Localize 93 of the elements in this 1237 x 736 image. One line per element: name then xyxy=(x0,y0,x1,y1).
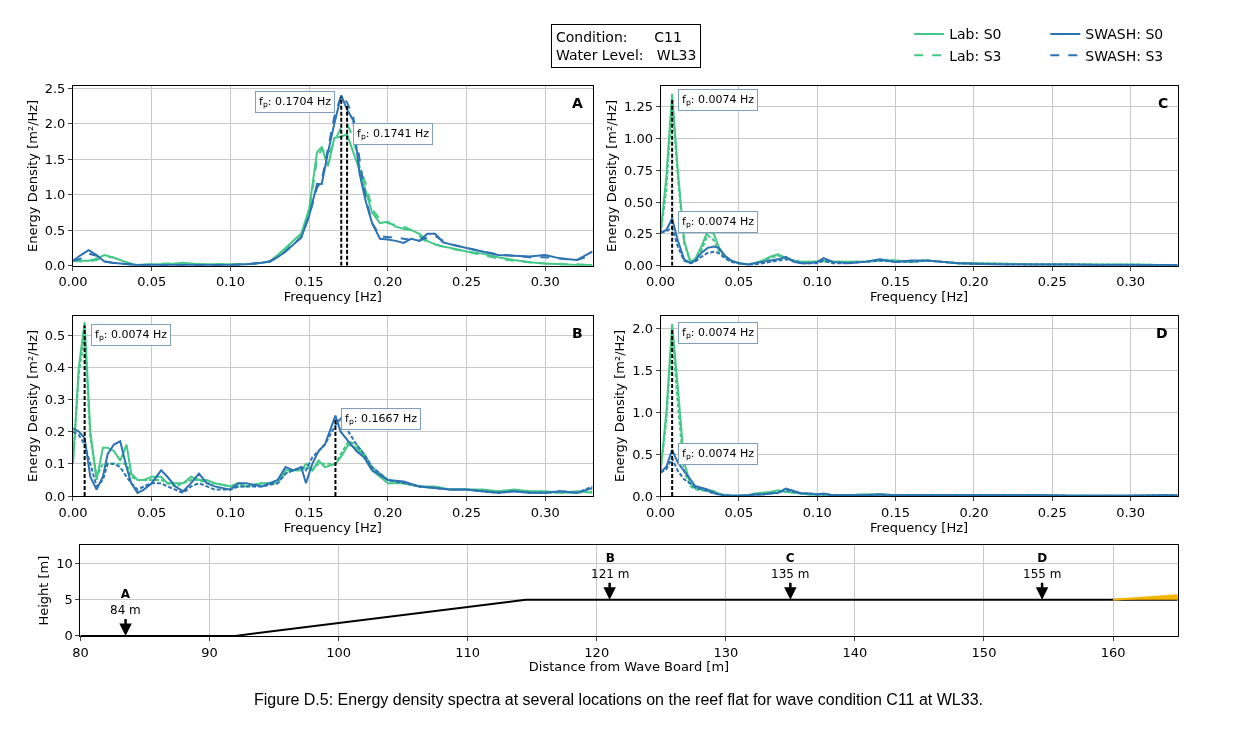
annotation: B 121 m xyxy=(591,551,630,581)
x-tick-label: 0.15 xyxy=(881,504,911,520)
x-tick-label: 80 xyxy=(72,644,89,660)
y-tick-label: 10 xyxy=(56,556,73,572)
y-tick-label: 0.25 xyxy=(624,226,653,242)
x-tick-label: 0.30 xyxy=(1116,504,1146,520)
annotation: C xyxy=(1158,95,1169,111)
x-tick-label: 110 xyxy=(455,644,481,660)
x-tick-label: 0.05 xyxy=(724,504,754,520)
y-axis-title: Height [m] xyxy=(36,555,52,626)
x-tick-label: 120 xyxy=(584,644,610,660)
x-tick-label: 0.05 xyxy=(137,504,167,520)
annotation: C 135 m xyxy=(771,551,810,581)
y-tick-label: 1.0 xyxy=(632,404,653,420)
y-tick-label: 0.4 xyxy=(44,359,66,375)
y-tick-label: 0.5 xyxy=(44,222,66,238)
text: Figure D.5: Energy density spectra at several locations on the reef flat for wave condition C11 at WL33. xyxy=(254,691,983,708)
y-tick-label: 0.00 xyxy=(624,258,653,274)
y-tick-label: 0.0 xyxy=(44,258,66,274)
y-axis-title: Energy Density [m²/Hz] xyxy=(24,329,40,483)
x-tick-label: 0.10 xyxy=(802,274,832,290)
x-tick-label: 130 xyxy=(713,644,739,660)
y-tick-label: 1.0 xyxy=(44,187,66,203)
y-tick-label: 0.0 xyxy=(44,488,66,504)
annotation: f$_{p}$: 0.0074 Hz xyxy=(682,447,755,462)
y-tick-label: 0.5 xyxy=(44,327,66,343)
x-tick-label: 0.05 xyxy=(137,274,167,290)
text: Condition: C11 Water Level: WL33 xyxy=(556,29,697,64)
x-tick-label: 0.20 xyxy=(373,504,403,520)
y-axis-title: Energy Density [m²/Hz] xyxy=(603,99,619,253)
x-tick-label: 150 xyxy=(971,644,997,660)
x-tick-label: 0.15 xyxy=(294,504,324,520)
x-tick-label: 140 xyxy=(842,644,868,660)
y-tick-label: 1.00 xyxy=(624,130,653,146)
y-tick-label: 2.0 xyxy=(44,116,66,132)
x-tick-label: 0.20 xyxy=(373,274,403,290)
x-tick-label: 0.25 xyxy=(1037,504,1067,520)
x-axis-title: Frequency [Hz] xyxy=(870,289,969,305)
legend-label: SWASH: S3 xyxy=(1085,47,1164,64)
annotation: f$_{p}$: 0.1704 Hz xyxy=(259,95,332,110)
annotation: f$_{p}$: 0.0074 Hz xyxy=(682,215,755,230)
y-tick-label: 0.1 xyxy=(44,456,66,472)
x-axis-title: Frequency [Hz] xyxy=(283,289,382,305)
y-tick-label: 5 xyxy=(64,592,73,608)
annotation: B xyxy=(572,325,583,341)
y-axis-title: Energy Density [m²/Hz] xyxy=(612,329,628,483)
annotation: f$_{p}$: 0.1741 Hz xyxy=(357,127,430,142)
x-tick-label: 0.00 xyxy=(646,504,676,520)
y-tick-label: 1.5 xyxy=(632,362,653,378)
y-tick-label: 2.0 xyxy=(632,320,653,336)
legend-label: SWASH: S0 xyxy=(1085,26,1164,43)
x-tick-label: 0.15 xyxy=(881,274,911,290)
y-tick-label: 0.0 xyxy=(632,488,653,504)
y-tick-label: 0.5 xyxy=(632,446,653,462)
y-tick-label: 2.5 xyxy=(44,80,66,96)
x-tick-label: 0.25 xyxy=(452,274,482,290)
y-tick-label: 0.50 xyxy=(624,194,653,210)
x-tick-label: 0.00 xyxy=(646,274,676,290)
legend-label: Lab: S0 xyxy=(949,26,1002,43)
x-axis-title: Frequency [Hz] xyxy=(283,519,382,535)
annotation: f$_{p}$: 0.0074 Hz xyxy=(95,328,168,343)
y-tick-label: 1.25 xyxy=(624,99,653,115)
annotation: A 84 m xyxy=(110,587,141,617)
annotation: D 155 m xyxy=(1023,551,1062,581)
y-tick-label: 0.2 xyxy=(44,424,66,440)
x-tick-label: 0.25 xyxy=(1037,274,1067,290)
annotation: D xyxy=(1156,325,1168,341)
y-tick-label: 1.5 xyxy=(44,151,66,167)
y-tick-label: 0 xyxy=(64,628,73,644)
x-tick-label: 0.30 xyxy=(530,274,560,290)
x-tick-label: 0.10 xyxy=(802,504,832,520)
annotation: f$_{p}$: 0.0074 Hz xyxy=(682,93,755,108)
x-tick-label: 160 xyxy=(1100,644,1126,660)
x-tick-label: 0.10 xyxy=(215,274,245,290)
y-tick-label: 0.75 xyxy=(624,162,653,178)
x-tick-label: 0.30 xyxy=(530,504,560,520)
x-tick-label: 100 xyxy=(326,644,351,660)
annotation: f$_{p}$: 0.1667 Hz xyxy=(345,412,418,427)
y-tick-label: 0.3 xyxy=(44,392,66,408)
x-tick-label: 0.05 xyxy=(724,274,754,290)
x-tick-label: 0.25 xyxy=(452,504,482,520)
x-tick-label: 0.20 xyxy=(959,274,989,290)
legend-label: Lab: S3 xyxy=(949,47,1002,64)
x-tick-label: 0.20 xyxy=(959,504,989,520)
x-axis-title: Frequency [Hz] xyxy=(870,519,969,535)
x-axis-title: Distance from Wave Board [m] xyxy=(528,659,730,675)
x-tick-label: 90 xyxy=(201,644,218,660)
x-tick-label: 0.15 xyxy=(294,274,324,290)
x-tick-label: 0.10 xyxy=(215,504,245,520)
y-axis-title: Energy Density [m²/Hz] xyxy=(24,99,40,253)
annotation: A xyxy=(572,95,583,111)
annotation: f$_{p}$: 0.0074 Hz xyxy=(682,326,755,341)
x-tick-label: 0.30 xyxy=(1116,274,1146,290)
